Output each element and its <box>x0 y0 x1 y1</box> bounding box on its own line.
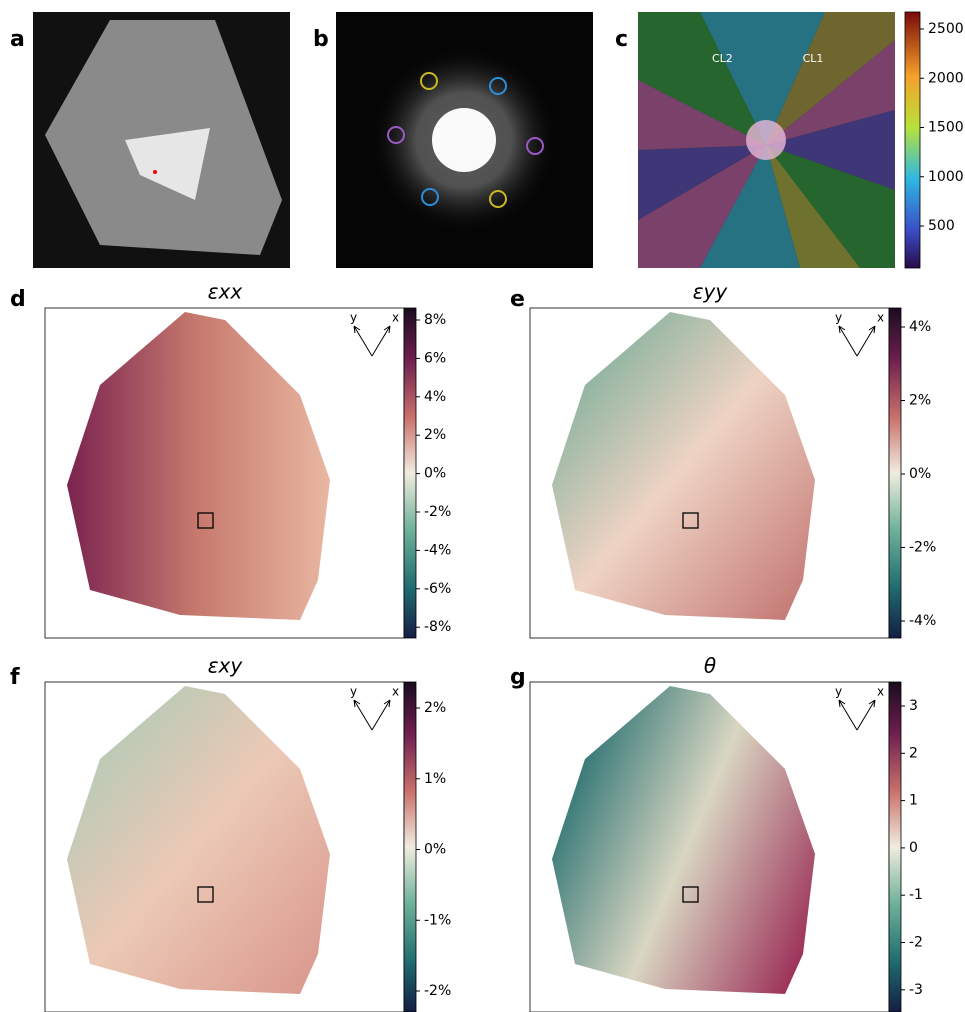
colorbar-tick-label: 3 <box>909 698 918 714</box>
colorbar-tick-label: 2% <box>909 393 931 409</box>
colorbar-tick-label: 6% <box>424 350 446 366</box>
colorbar-tick-label: 0% <box>424 466 446 482</box>
colorbar-tick-label: 1500 <box>928 120 964 136</box>
colorbar-tick-label: 2 <box>909 745 918 761</box>
reference-box <box>682 512 699 529</box>
colorbar-tick-label: -6% <box>424 581 451 597</box>
panel-title: εyy <box>693 280 729 304</box>
reference-box <box>682 886 699 903</box>
colorbar-tick-label: 0 <box>909 840 918 856</box>
annotation: CL1 <box>803 52 824 65</box>
colorbar-tick-label: 2500 <box>928 21 964 37</box>
axis-label: y <box>835 311 842 325</box>
colorbar-tick-label: 8% <box>424 312 446 328</box>
strain-map <box>67 312 330 620</box>
axis-label: x <box>392 311 399 325</box>
colorbar <box>888 681 902 1012</box>
spots <box>387 72 544 208</box>
axis-label: x <box>392 685 399 699</box>
colorbar-tick-label: 500 <box>928 218 955 234</box>
axis-label: y <box>835 685 842 699</box>
colorbar-tick-label: 2000 <box>928 70 964 86</box>
colorbar-tick-label: 2% <box>424 427 446 443</box>
colorbar-tick-label: 0% <box>424 842 446 858</box>
colorbar <box>403 307 417 639</box>
colorbar-tick-label: 0% <box>909 466 931 482</box>
panel-title: εxx <box>208 280 243 304</box>
colorbar-tick-label: -1% <box>424 912 451 928</box>
colorbar-tick-label: 1% <box>424 771 446 787</box>
wedges <box>638 12 895 268</box>
colorbar-tick-label: -2% <box>909 540 936 556</box>
probe <box>153 170 157 174</box>
axis-arrow <box>838 325 876 357</box>
colorbar-tick-label: 4% <box>909 319 931 335</box>
reference-box <box>197 512 214 529</box>
colorbar-tick-label: -4% <box>909 613 936 629</box>
panel-label: b <box>313 27 329 52</box>
panel-title: εxy <box>208 654 244 678</box>
axis-arrow <box>353 325 391 357</box>
axis-label: x <box>877 311 884 325</box>
axis-arrow <box>353 699 391 731</box>
axis-arrow <box>838 699 876 731</box>
colorbar-tick-label: -2% <box>424 983 451 999</box>
panel-label: a <box>10 27 25 52</box>
panel-label: d <box>10 287 26 312</box>
colorbar-tick-label: 2% <box>424 700 446 716</box>
panel-label: g <box>510 665 526 690</box>
core <box>125 128 210 200</box>
panel-label: e <box>510 287 525 312</box>
colorbar-tick-label: -1 <box>909 887 923 903</box>
strain-map <box>552 686 815 994</box>
center <box>746 120 786 160</box>
colorbar-tick-label: 1 <box>909 793 918 809</box>
colorbar <box>888 307 902 639</box>
colorbar-tick-label: -8% <box>424 619 451 635</box>
axis-label: y <box>350 311 357 325</box>
panel-title: θ <box>704 654 716 678</box>
colorbar <box>403 681 417 1012</box>
strain-map <box>552 312 815 620</box>
reference-box <box>197 886 214 903</box>
panel-label: f <box>10 665 20 690</box>
center-beam <box>432 108 496 172</box>
colorbar-tick-label: -3 <box>909 982 923 998</box>
annotation: CL2 <box>712 52 733 65</box>
strain-map <box>67 686 330 994</box>
colorbar-tick-label: -2 <box>909 935 923 951</box>
colorbar <box>904 11 921 269</box>
panel-label: c <box>615 27 628 52</box>
colorbar-tick-label: 1000 <box>928 169 964 185</box>
colorbar-tick-label: -2% <box>424 504 451 520</box>
colorbar-tick-label: -4% <box>424 542 451 558</box>
axis-label: y <box>350 685 357 699</box>
axis-label: x <box>877 685 884 699</box>
colorbar-tick-label: 4% <box>424 389 446 405</box>
